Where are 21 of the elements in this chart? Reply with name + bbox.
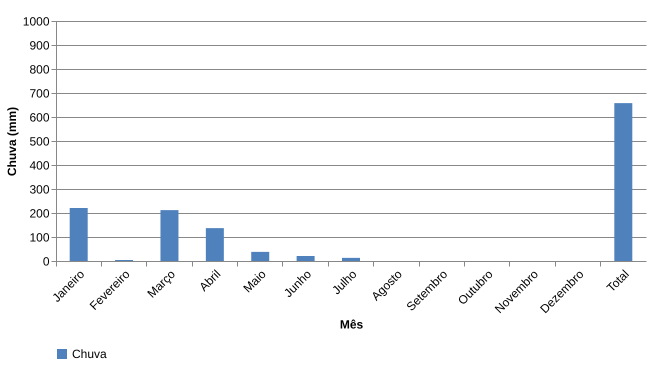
bar — [296, 256, 315, 261]
y-tick-label: 700 — [29, 86, 50, 100]
y-tick-label: 300 — [29, 182, 50, 196]
bar — [206, 228, 224, 261]
y-tick-label: 800 — [29, 62, 50, 76]
bar — [70, 208, 88, 261]
y-tick-label: 500 — [29, 134, 50, 148]
y-tick-label: 200 — [29, 206, 50, 220]
y-tick-label: 900 — [29, 38, 50, 52]
y-tick-label: 400 — [29, 158, 50, 172]
y-tick-label: 600 — [29, 110, 50, 124]
y-axis-title: Chuva (mm) — [4, 106, 19, 176]
y-tick-label: 1000 — [22, 14, 50, 28]
bar — [342, 258, 360, 261]
y-tick-label: 0 — [42, 254, 50, 268]
bar — [614, 103, 632, 261]
legend-label: Chuva — [72, 347, 108, 361]
bar — [251, 252, 270, 261]
y-tick-label: 100 — [29, 230, 50, 244]
x-axis-title: Mês — [340, 317, 364, 332]
bar — [160, 210, 178, 261]
